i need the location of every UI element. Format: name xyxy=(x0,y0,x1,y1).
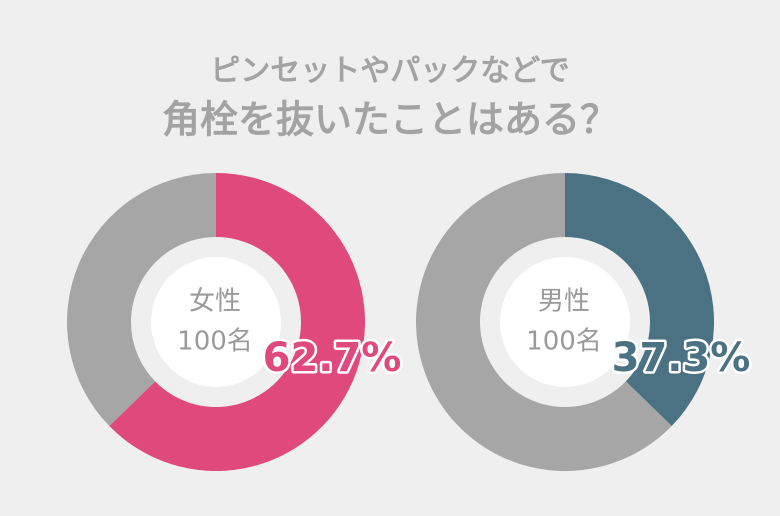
center-label: 女性 xyxy=(189,287,241,317)
donut-hole xyxy=(151,257,281,387)
donut-segment xyxy=(67,173,216,427)
donut-segment xyxy=(565,172,715,427)
donut-segment xyxy=(109,173,366,471)
center-label: 100名 xyxy=(526,327,602,357)
donut-hole xyxy=(500,257,630,387)
title-line-2: 角栓を抜いたことはある？ xyxy=(162,98,618,142)
donut-segment xyxy=(416,172,672,471)
value-label: 62.7% xyxy=(263,335,402,381)
title-line-1: ピンセットやパックなどで xyxy=(210,54,569,89)
value-label: 37.3% xyxy=(612,335,751,381)
center-label: 男性 xyxy=(538,287,590,317)
center-label: 100名 xyxy=(177,327,253,357)
